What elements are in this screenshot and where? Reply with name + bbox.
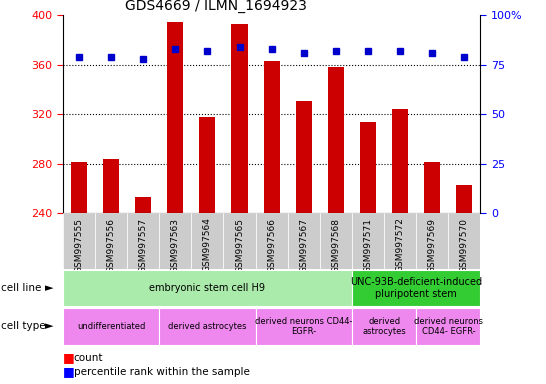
Text: GSM997572: GSM997572 (396, 218, 405, 273)
Bar (63, 308, 159, 345)
Bar (256, 308, 352, 345)
Bar (296, 101, 312, 213)
Text: ►: ► (45, 283, 54, 293)
Bar (232, 24, 247, 213)
Text: ■: ■ (63, 351, 75, 364)
Text: GSM997566: GSM997566 (267, 218, 276, 273)
Text: cell type: cell type (1, 321, 46, 331)
Text: GDS4669 / ILMN_1694923: GDS4669 / ILMN_1694923 (126, 0, 307, 13)
Bar (352, 308, 416, 345)
Bar (167, 22, 183, 213)
Text: GSM997569: GSM997569 (428, 218, 437, 273)
Bar (127, 213, 159, 269)
Text: ►: ► (45, 321, 54, 331)
Text: GSM997565: GSM997565 (235, 218, 244, 273)
Bar (71, 162, 87, 213)
Text: GSM997571: GSM997571 (364, 218, 372, 273)
Bar (360, 122, 376, 213)
Bar (424, 162, 440, 213)
Text: GSM997556: GSM997556 (106, 218, 116, 273)
Bar (456, 185, 472, 213)
Bar (135, 197, 151, 213)
Text: undifferentiated: undifferentiated (77, 322, 145, 331)
Text: GSM997555: GSM997555 (74, 218, 84, 273)
Bar (352, 213, 384, 269)
Bar (392, 109, 408, 213)
Bar (448, 213, 480, 269)
Bar (384, 213, 416, 269)
Text: GSM997568: GSM997568 (331, 218, 340, 273)
Bar (199, 117, 216, 213)
Bar (103, 159, 119, 213)
Text: derived neurons CD44-
EGFR-: derived neurons CD44- EGFR- (255, 317, 353, 336)
Bar (264, 61, 280, 213)
Bar (416, 308, 480, 345)
Text: cell line: cell line (1, 283, 41, 293)
Bar (159, 213, 191, 269)
Bar (63, 213, 95, 269)
Text: GSM997567: GSM997567 (299, 218, 308, 273)
Bar (320, 213, 352, 269)
Bar (223, 213, 256, 269)
Bar (288, 213, 320, 269)
Text: derived neurons
CD44- EGFR-: derived neurons CD44- EGFR- (414, 317, 483, 336)
Text: GSM997557: GSM997557 (139, 218, 147, 273)
Bar (256, 213, 288, 269)
Bar (95, 213, 127, 269)
Bar (159, 308, 256, 345)
Bar (63, 270, 352, 306)
Text: derived astrocytes: derived astrocytes (168, 322, 247, 331)
Text: GSM997570: GSM997570 (460, 218, 469, 273)
Bar (352, 270, 480, 306)
Text: ■: ■ (63, 365, 75, 378)
Text: derived
astrocytes: derived astrocytes (362, 317, 406, 336)
Text: GSM997564: GSM997564 (203, 218, 212, 273)
Text: embryonic stem cell H9: embryonic stem cell H9 (150, 283, 265, 293)
Text: count: count (74, 353, 103, 363)
Bar (191, 213, 223, 269)
Bar (328, 67, 344, 213)
Bar (416, 213, 448, 269)
Text: UNC-93B-deficient-induced
pluripotent stem: UNC-93B-deficient-induced pluripotent st… (350, 277, 482, 299)
Text: GSM997563: GSM997563 (171, 218, 180, 273)
Text: percentile rank within the sample: percentile rank within the sample (74, 366, 250, 377)
